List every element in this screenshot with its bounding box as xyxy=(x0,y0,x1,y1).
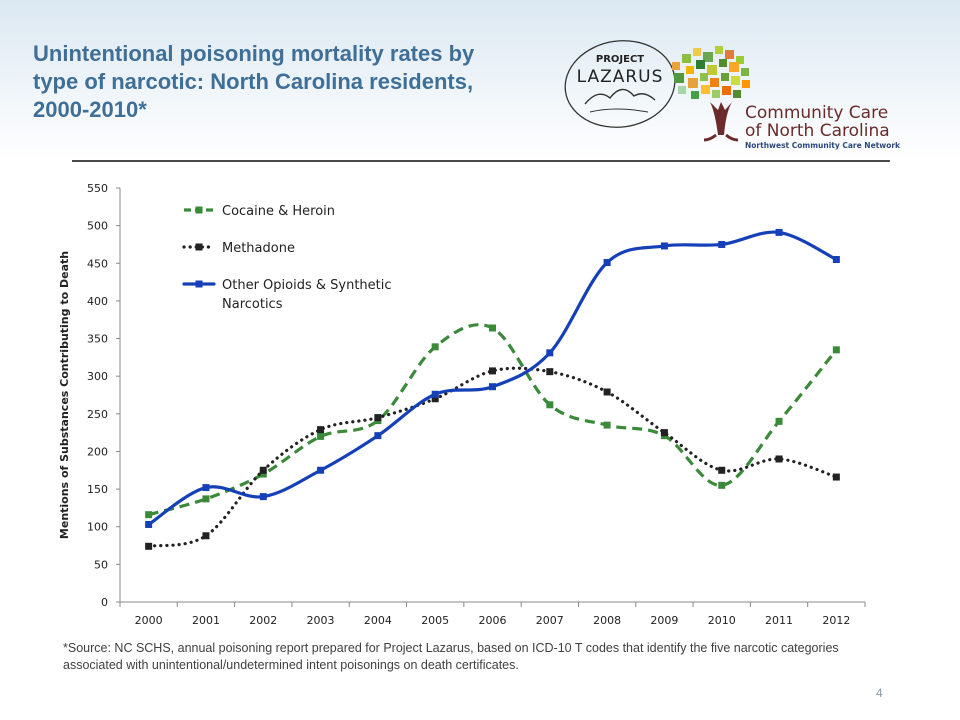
y-tick-label: 150 xyxy=(87,483,108,496)
y-tick-label: 100 xyxy=(87,521,108,534)
data-point-cocaine-heroin xyxy=(603,421,611,429)
data-point-other-opioids-synthetic-narcotics xyxy=(775,228,783,236)
y-tick-label: 550 xyxy=(87,182,108,195)
data-point-other-opioids-synthetic-narcotics xyxy=(317,466,325,474)
data-point-methadone xyxy=(317,426,325,434)
data-point-other-opioids-synthetic-narcotics xyxy=(489,383,496,391)
data-point-other-opioids-synthetic-narcotics xyxy=(546,349,554,357)
logo-area: PROJECT LAZARUS xyxy=(560,40,901,152)
y-tick-label: 250 xyxy=(87,408,108,421)
data-point-cocaine-heroin xyxy=(718,481,726,489)
x-tick-label: 2005 xyxy=(421,614,449,627)
x-tick-label: 2008 xyxy=(593,614,621,627)
data-point-methadone xyxy=(202,532,210,540)
data-point-other-opioids-synthetic-narcotics xyxy=(202,484,210,492)
data-point-methadone xyxy=(546,368,554,376)
data-point-other-opioids-synthetic-narcotics xyxy=(603,259,611,267)
series-line-other-opioids-synthetic-narcotics xyxy=(147,230,838,527)
data-point-other-opioids-synthetic-narcotics xyxy=(718,240,726,248)
x-tick-label: 2001 xyxy=(192,614,220,627)
y-axis-label: Mentions of Substances Contributing to D… xyxy=(58,251,71,539)
data-point-methadone xyxy=(259,466,267,474)
page-number: 4 xyxy=(876,686,883,700)
y-tick-label: 50 xyxy=(94,558,108,571)
lazarus-logo-line1: PROJECT xyxy=(596,54,644,65)
data-point-methadone xyxy=(431,395,439,403)
logos-svg: PROJECT LAZARUS xyxy=(564,40,901,150)
data-point-methadone xyxy=(145,542,153,550)
x-tick-label: 2009 xyxy=(650,614,678,627)
data-point-methadone xyxy=(718,466,726,474)
community-care-line3: Northwest Community Care Network xyxy=(745,141,900,150)
y-tick-label: 350 xyxy=(87,333,108,346)
data-point-cocaine-heroin xyxy=(145,511,153,519)
legend-label: Methadone xyxy=(222,241,295,256)
x-tick-label: 2011 xyxy=(765,614,793,627)
legend-swatch-marker xyxy=(195,243,203,251)
x-axis: 2000 2001 2002 2003 2004 2005 2006 2007 2008 2009… xyxy=(119,601,866,627)
data-point-methadone xyxy=(832,473,840,481)
x-tick-label: 2006 xyxy=(479,614,507,627)
series-other-opioids-synthetic-narcotics xyxy=(145,228,840,528)
legend-label: Other Opioids & Synthetic Narcotics xyxy=(222,278,392,312)
legend-swatch-marker xyxy=(195,280,203,288)
community-care-tree-logo xyxy=(672,46,750,142)
x-tick-label: 2004 xyxy=(364,614,392,627)
project-lazarus-logo: PROJECT LAZARUS xyxy=(564,40,676,128)
series-cocaine-heroin xyxy=(145,323,840,519)
community-care-line1: Community Care xyxy=(745,103,888,123)
y-axis: 0 50 100 150 200 250 300 350 400 450 500 550 xyxy=(87,182,121,609)
data-point-cocaine-heroin xyxy=(259,470,267,478)
chart-container: 0 50 100 150 200 250 300 350 400 450 500 550 2000 20… xyxy=(0,170,960,635)
y-tick-label: 300 xyxy=(87,370,108,383)
data-point-cocaine-heroin xyxy=(202,495,210,503)
data-point-cocaine-heroin xyxy=(775,417,783,425)
y-tick-label: 500 xyxy=(87,220,108,233)
chart-legend: Cocaine & Heroin Methadone Other Opioids &… xyxy=(182,204,392,312)
series-methadone xyxy=(145,366,840,550)
y-tick-label: 200 xyxy=(87,445,108,458)
data-point-methadone xyxy=(660,429,668,437)
data-point-methadone xyxy=(489,367,496,375)
data-point-other-opioids-synthetic-narcotics xyxy=(660,242,668,250)
data-point-other-opioids-synthetic-narcotics xyxy=(259,493,267,501)
x-tick-label: 2012 xyxy=(822,614,850,627)
legend-swatch-marker xyxy=(195,206,203,214)
legend-label: Cocaine & Heroin xyxy=(222,204,335,219)
data-point-methadone xyxy=(603,388,611,396)
x-tick-label: 2003 xyxy=(307,614,335,627)
y-tick-label: 450 xyxy=(87,257,108,270)
x-tick-label: 2010 xyxy=(708,614,736,627)
community-care-line2: of North Carolina xyxy=(745,121,890,141)
data-point-methadone xyxy=(775,455,783,463)
data-point-cocaine-heroin xyxy=(832,346,840,354)
data-point-cocaine-heroin xyxy=(489,324,496,332)
series-line-cocaine-heroin xyxy=(148,323,838,517)
data-point-cocaine-heroin xyxy=(546,401,554,409)
legend-item-methadone: Methadone xyxy=(182,241,295,256)
x-tick-label: 2007 xyxy=(536,614,564,627)
series-line-methadone xyxy=(147,366,838,548)
data-point-cocaine-heroin xyxy=(431,343,439,351)
data-point-cocaine-heroin xyxy=(317,432,325,440)
data-point-other-opioids-synthetic-narcotics xyxy=(145,520,153,528)
legend-item-other-opioids-synthetic-narcotics: Other Opioids & Synthetic Narcotics xyxy=(182,278,392,312)
data-point-methadone xyxy=(374,414,382,422)
legend-item-cocaine-heroin: Cocaine & Heroin xyxy=(184,204,335,219)
slide-title: Unintentional poisoning mortality rates … xyxy=(33,41,475,122)
y-tick-label: 400 xyxy=(87,295,108,308)
data-point-other-opioids-synthetic-narcotics xyxy=(374,432,382,440)
lazarus-logo-line2: LAZARUS xyxy=(577,67,664,87)
x-tick-label: 2002 xyxy=(249,614,277,627)
x-tick-label: 2000 xyxy=(135,614,163,627)
source-note: *Source: NC SCHS, annual poisoning repor… xyxy=(63,641,839,672)
data-point-other-opioids-synthetic-narcotics xyxy=(832,256,840,264)
series-lines xyxy=(145,228,840,550)
y-tick-label: 0 xyxy=(101,596,108,609)
data-point-other-opioids-synthetic-narcotics xyxy=(431,390,439,398)
title-divider xyxy=(72,160,890,162)
